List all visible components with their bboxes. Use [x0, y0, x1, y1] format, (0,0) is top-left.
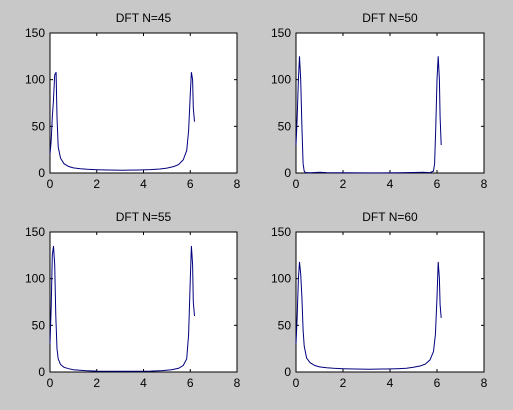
y-tick-label: 150	[271, 26, 291, 40]
y-tick-label: 150	[25, 26, 45, 40]
subplot-2: DFT N=50 0 2 4 6 8 0 50 100 150	[271, 11, 488, 191]
dft-magnitude-line	[295, 56, 442, 174]
x-tick-label: 4	[140, 177, 147, 191]
x-tick-label: 6	[434, 376, 441, 390]
subplot-1: DFT N=45 0 2 4 6 8 0 50 100 150	[25, 11, 241, 191]
x-tick-label: 4	[387, 376, 394, 390]
x-tick-label: 4	[140, 376, 147, 390]
x-tick-label: 6	[434, 177, 441, 191]
x-tick-label: 8	[481, 376, 488, 390]
plot-area	[295, 32, 485, 174]
y-tick-label: 100	[25, 272, 45, 286]
y-tick-label: 0	[38, 365, 45, 379]
subplot-4: DFT N=60 0 2 4 6 8 0 50 100 150	[271, 210, 488, 390]
plot-area	[49, 32, 238, 174]
subplot-title: DFT N=45	[116, 11, 172, 25]
x-tick-label: 2	[340, 177, 347, 191]
x-tick-label: 8	[234, 177, 241, 191]
x-tick-label: 6	[187, 177, 194, 191]
subplot-title: DFT N=55	[116, 210, 172, 224]
dft-magnitude-line	[49, 245, 195, 372]
subplot-title: DFT N=50	[362, 11, 418, 25]
subplot-title: DFT N=60	[362, 210, 418, 224]
y-tick-label: 150	[25, 225, 45, 239]
dft-magnitude-line	[295, 261, 442, 370]
dft-magnitude-line	[49, 71, 195, 171]
x-tick-label: 0	[47, 177, 54, 191]
y-tick-label: 0	[284, 166, 291, 180]
y-tick-label: 0	[284, 365, 291, 379]
subplot-3: DFT N=55 0 2 4 6 8 0 50 100 150	[25, 210, 241, 390]
y-tick-label: 50	[32, 119, 46, 133]
x-tick-label: 2	[340, 376, 347, 390]
x-tick-label: 8	[481, 177, 488, 191]
y-tick-label: 0	[38, 166, 45, 180]
x-tick-label: 2	[93, 376, 100, 390]
x-tick-label: 6	[187, 376, 194, 390]
x-tick-label: 8	[234, 376, 241, 390]
y-tick-label: 100	[271, 73, 291, 87]
x-tick-label: 0	[293, 376, 300, 390]
y-tick-label: 50	[278, 119, 292, 133]
y-tick-label: 50	[278, 318, 292, 332]
x-tick-label: 2	[93, 177, 100, 191]
plot-area	[49, 231, 238, 373]
y-tick-label: 100	[25, 73, 45, 87]
x-tick-label: 4	[387, 177, 394, 191]
plot-area	[295, 231, 485, 373]
y-tick-label: 100	[271, 272, 291, 286]
x-tick-label: 0	[293, 177, 300, 191]
y-tick-label: 150	[271, 225, 291, 239]
y-tick-label: 50	[32, 318, 46, 332]
x-tick-label: 0	[47, 376, 54, 390]
